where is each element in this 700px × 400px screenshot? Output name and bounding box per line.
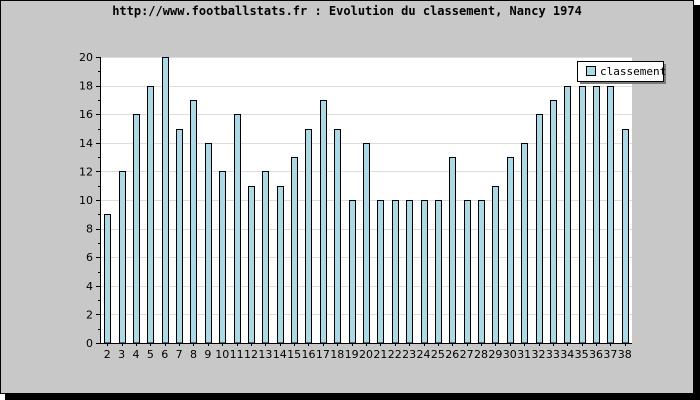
x-tick-label: 37 <box>603 348 617 361</box>
x-tick-label: 28 <box>474 348 488 361</box>
bar <box>334 129 341 344</box>
frame-shadow <box>5 394 700 400</box>
x-tick-label: 20 <box>359 348 373 361</box>
bar <box>622 129 629 344</box>
y-tick-label: 16 <box>79 108 93 121</box>
bar <box>248 186 255 344</box>
x-tick-label: 16 <box>301 348 315 361</box>
y-tick-label: 2 <box>86 308 93 321</box>
bar <box>377 200 384 344</box>
bar <box>320 100 327 344</box>
x-tick-label: 33 <box>546 348 560 361</box>
x-tick-label: 21 <box>373 348 387 361</box>
x-tick-label: 32 <box>532 348 546 361</box>
x-tick-label: 26 <box>445 348 459 361</box>
bar <box>435 200 442 344</box>
x-tick-label: 15 <box>287 348 301 361</box>
x-tick-label: 4 <box>132 348 139 361</box>
x-tick-label: 7 <box>176 348 183 361</box>
y-tick-label: 10 <box>79 194 93 207</box>
bar <box>550 100 557 344</box>
x-tick-label: 13 <box>258 348 272 361</box>
bar <box>363 143 370 344</box>
x-tick-label: 38 <box>618 348 632 361</box>
x-tick-label: 27 <box>460 348 474 361</box>
chart-title: http://www.footballstats.fr : Evolution … <box>112 4 582 18</box>
x-tick-label: 14 <box>273 348 287 361</box>
bar <box>219 171 226 344</box>
bar <box>478 200 485 344</box>
x-tick-label: 35 <box>575 348 589 361</box>
x-tick-label: 36 <box>589 348 603 361</box>
bar <box>521 143 528 344</box>
axes <box>96 57 632 346</box>
x-tick-label: 9 <box>204 348 211 361</box>
bar <box>262 171 269 344</box>
y-tick-label: 12 <box>79 165 93 178</box>
bar <box>234 114 241 344</box>
y-tick-label: 8 <box>86 223 93 236</box>
bar <box>277 186 284 344</box>
bar <box>406 200 413 344</box>
x-tick-label: 18 <box>330 348 344 361</box>
x-tick-label: 19 <box>345 348 359 361</box>
frame-shadow <box>694 5 700 400</box>
bar <box>579 86 586 344</box>
x-tick-label: 24 <box>417 348 431 361</box>
x-tick-label: 23 <box>402 348 416 361</box>
x-tick-labels: 2 3 4 5 6 7 8 9 10 11 12 13 14 15 16 17 18 19 20 21 22 23 24 25… <box>104 348 632 361</box>
legend: classement <box>577 61 666 84</box>
y-tick-label: 20 <box>79 51 93 64</box>
bar <box>119 171 126 344</box>
bar <box>564 86 571 344</box>
legend-label: classement <box>600 65 666 78</box>
bar <box>205 143 212 344</box>
x-tick-label: 2 <box>104 348 111 361</box>
bar <box>176 129 183 344</box>
x-tick-label: 10 <box>215 348 229 361</box>
x-tick-label: 31 <box>517 348 531 361</box>
x-tick-label: 6 <box>161 348 168 361</box>
x-tick-label: 5 <box>147 348 154 361</box>
bar <box>593 86 600 344</box>
bar <box>133 114 140 344</box>
bar <box>147 86 154 344</box>
x-tick-label: 3 <box>118 348 125 361</box>
legend-box <box>577 61 664 82</box>
y-tick-label: 6 <box>86 251 93 264</box>
x-tick-label: 12 <box>244 348 258 361</box>
x-tick-label: 29 <box>488 348 502 361</box>
bar <box>607 86 614 344</box>
bar <box>305 129 312 344</box>
x-tick-label: 11 <box>230 348 244 361</box>
x-tick-label: 34 <box>560 348 574 361</box>
bar <box>464 200 471 344</box>
x-tick-label: 17 <box>316 348 330 361</box>
x-tick-label: 22 <box>388 348 402 361</box>
bar <box>349 200 356 344</box>
bar <box>291 157 298 344</box>
bar <box>536 114 543 344</box>
bar <box>492 186 499 344</box>
x-tick-label: 25 <box>431 348 445 361</box>
x-tick-label: 30 <box>503 348 517 361</box>
x-tick-label: 8 <box>190 348 197 361</box>
y-tick-label: 14 <box>79 137 93 150</box>
bar <box>421 200 428 344</box>
y-tick-labels: 0 2 4 6 8 10 12 14 16 18 20 <box>79 51 93 350</box>
bar <box>392 200 399 344</box>
y-tick-label: 18 <box>79 80 93 93</box>
y-tick-label: 4 <box>86 280 93 293</box>
legend-swatch <box>586 66 596 76</box>
bar <box>449 157 456 344</box>
y-tick-label: 0 <box>86 337 93 350</box>
bar <box>507 157 514 344</box>
bar <box>104 214 111 344</box>
bar <box>190 100 197 344</box>
bar <box>162 57 169 344</box>
